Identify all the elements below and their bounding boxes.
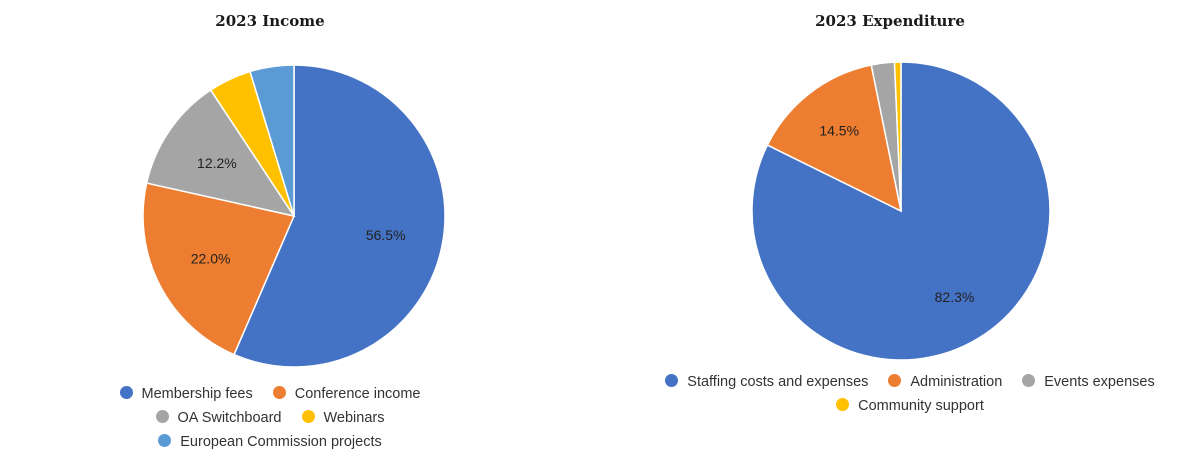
income-legend-swatch-membership-fees	[119, 386, 133, 399]
income-legend-item-european-commission-projects: European Commission projects	[158, 430, 382, 454]
expenditure-legend-item-administration: Administration	[888, 370, 1002, 394]
income-legend-item-oa-switchboard: OA Switchboard	[155, 406, 282, 430]
expenditure-legend: Staffing costs and expenses Administratio…	[630, 370, 1190, 418]
income-legend-swatch-european-commission-projects	[158, 434, 172, 447]
income-legend-label-webinars: Webinars	[323, 410, 385, 426]
income-legend-swatch-conference-income	[272, 386, 286, 399]
expenditure-chart-title: 2023 Expenditure	[815, 12, 965, 30]
income-slice-oa-switchboard	[145, 89, 296, 218]
expenditure-legend-label-staffing-costs-and-expenses: Staffing costs and expenses	[687, 374, 869, 390]
income-legend-label-european-commission-projects: European Commission projects	[180, 434, 382, 450]
income-data-label-membership-fees: 56.5%	[366, 227, 406, 243]
expenditure-legend-item-community-support: Community support	[836, 394, 984, 418]
expenditure-legend-swatch-staffing-costs-and-expenses	[665, 374, 679, 387]
income-legend-label-oa-switchboard: OA Switchboard	[177, 410, 282, 426]
income-pie-chart: 56.5% 22.0% 12.2%	[142, 64, 446, 368]
income-data-label-conference-income: 22.0%	[191, 251, 231, 267]
expenditure-legend-label-events-expenses: Events expenses	[1044, 374, 1155, 390]
expenditure-legend-label-administration: Administration	[910, 374, 1003, 390]
expenditure-legend-item-staffing-costs-and-expenses: Staffing costs and expenses	[665, 370, 868, 394]
income-legend-item-membership-fees: Membership fees	[119, 382, 253, 406]
expenditure-slice-community-support	[893, 61, 902, 212]
income-slice-membership-fees	[233, 64, 446, 368]
income-legend: Membership fees Conference income OA Switc…	[40, 382, 500, 454]
expenditure-legend-item-events-expenses: Events expenses	[1022, 370, 1155, 394]
income-legend-label-membership-fees: Membership fees	[141, 386, 253, 402]
income-slice-conference-income	[142, 182, 296, 356]
income-legend-swatch-oa-switchboard	[155, 410, 169, 423]
expenditure-slice-administration	[766, 64, 903, 213]
income-legend-label-conference-income: Conference income	[294, 386, 421, 402]
income-legend-item-conference-income: Conference income	[272, 382, 421, 406]
income-legend-item-webinars: Webinars	[301, 406, 385, 430]
expenditure-legend-swatch-administration	[888, 374, 902, 387]
income-chart-panel: 2023 Income 56.5% 22.0% 12.2% Membership f…	[0, 0, 600, 450]
income-data-label-oa-switchboard: 12.2%	[197, 155, 237, 171]
expenditure-data-label-administration: 14.5%	[819, 123, 859, 139]
income-legend-swatch-webinars	[301, 410, 315, 423]
income-slice-european-commission-projects	[249, 64, 295, 217]
expenditure-chart-panel: 2023 Expenditure 82.3% 14.5% Staffing cos…	[600, 0, 1200, 432]
expenditure-legend-label-community-support: Community support	[858, 398, 984, 414]
expenditure-pie-chart: 82.3% 14.5%	[751, 61, 1051, 361]
expenditure-data-label-staffing-costs-and-expenses: 82.3%	[935, 289, 975, 305]
expenditure-legend-swatch-community-support	[836, 398, 850, 411]
income-chart-title: 2023 Income	[215, 12, 325, 30]
expenditure-legend-swatch-events-expenses	[1022, 374, 1036, 387]
